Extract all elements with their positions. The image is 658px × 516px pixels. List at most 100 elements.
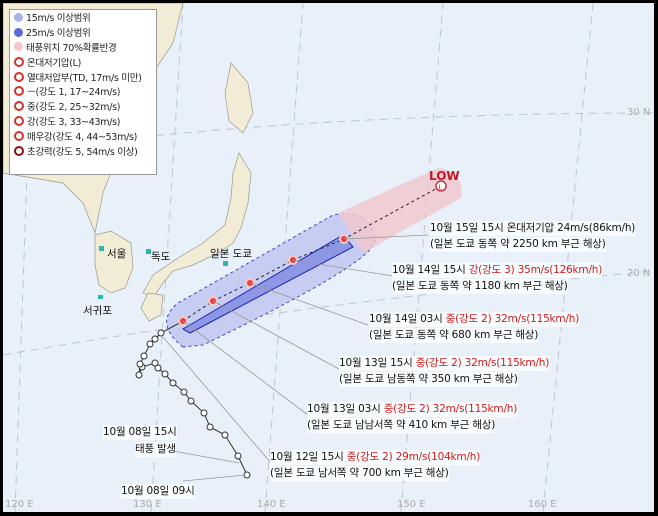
svg-text:L: L — [439, 184, 443, 192]
lon-label: 150 E — [397, 499, 426, 510]
forecast-location: (일본 도쿄 동쪽 약 1180 km 부근 해상) — [392, 279, 568, 294]
typhoon-weak-icon — [14, 86, 24, 97]
extratropical-low-icon — [14, 56, 24, 67]
genesis-note: 태풍 발생 — [135, 442, 176, 457]
japan-honshu — [142, 152, 252, 299]
forecast-location: (일본 도쿄 남남서쪽 약 410 km 부근 해상) — [307, 418, 496, 433]
forecast-points — [178, 234, 349, 326]
forecast-label: 10월 13일 15시 중(강도 2) 32m/s(115km/h) — [339, 356, 549, 371]
past-track-points — [135, 329, 251, 479]
legend-label: 온대저기압(L) — [27, 57, 82, 69]
low-label: LOW — [429, 169, 460, 183]
past-track-point — [146, 340, 154, 348]
lon-label: 160 E — [528, 499, 557, 510]
legend-item: 열대저압부(TD, 17m/s 미만) — [10, 69, 156, 84]
forecast-intensity: 중(강도 2) 32m/s(115km/h) — [445, 313, 580, 325]
past-track-point — [200, 409, 208, 417]
forecast-location: (일본 도쿄 남동쪽 약 350 km 부근 해상) — [339, 372, 518, 387]
forecast-intensity: 중(강도 2) 32m/s(115km/h) — [383, 403, 518, 415]
korea-peninsula — [94, 230, 134, 294]
lat-label: 20 N — [627, 268, 651, 279]
legend-label: 15m/s 이상범위 — [26, 13, 91, 25]
legend-label: 매우강(강도 4, 44~53m/s) — [27, 131, 138, 143]
past-track-point — [151, 359, 159, 367]
low-center-icon — [435, 180, 447, 192]
forecast-label: 10월 15일 15시 온대저기압 24m/s(86km/h) — [430, 221, 635, 236]
typhoon-very-strong-icon — [14, 130, 24, 141]
past-track-point — [206, 423, 214, 431]
forecast-label: 10월 12일 15시 중(강도 2) 29m/s(104km/h) — [270, 450, 480, 465]
past-track-point — [187, 397, 195, 405]
probability-radius-70 — [338, 168, 462, 253]
forecast-label: 10월 13일 03시 중(강도 2) 32m/s(115km/h) — [307, 402, 517, 417]
place-seoul: 서울 — [107, 248, 127, 260]
forecast-intensity: 강(강도 3) 35m/s(126km/h) — [468, 264, 603, 276]
legend-label: 열대저압부(TD, 17m/s 미만) — [27, 72, 142, 84]
forecast-time: 10월 13일 03시 — [307, 403, 381, 415]
first-observation-time: 10월 08일 09시 — [121, 484, 195, 499]
wind-25ms-area — [182, 234, 354, 334]
pink-circle-icon — [14, 42, 23, 52]
forecast-label: 10월 14일 03시 중(강도 2) 32m/s(115km/h) — [369, 312, 579, 327]
forecast-time: 10월 14일 03시 — [369, 313, 443, 325]
typhoon-super-strong-icon — [14, 145, 24, 156]
forecast-intensity: 온대저기압 24m/s(86km/h) — [506, 222, 636, 234]
lat-label: 30 N — [627, 107, 651, 118]
lon-label: 140 E — [257, 499, 286, 510]
legend-item: 온대저기압(L) — [10, 54, 156, 69]
forecast-location: (일본 도쿄 남서쪽 약 700 km 부근 해상) — [270, 466, 449, 481]
legend-item: 초강력(강도 5, 54m/s 이상) — [10, 143, 156, 158]
forecast-time: 10월 13일 15시 — [339, 357, 413, 369]
japan-hokkaido — [224, 62, 254, 134]
legend-label: ㅡ(강도 1, 17~24m/s) — [27, 87, 121, 99]
past-track-point — [135, 371, 143, 379]
legend-item: ㅡ(강도 1, 17~24m/s) — [10, 84, 156, 99]
past-track-point — [161, 370, 169, 378]
legend-label: 태풍위치 70%확률반경 — [26, 42, 117, 54]
place-tokyo: 일본 도쿄 — [210, 248, 252, 260]
forecast-location: (일본 도쿄 동쪽 약 680 km 부근 해상) — [369, 328, 539, 343]
place-markers — [98, 246, 228, 299]
legend-label: 25m/s 이상범위 — [26, 28, 91, 40]
past-track-point — [180, 388, 188, 396]
forecast-time: 10월 15일 15시 — [430, 222, 504, 234]
past-track-point — [169, 379, 177, 387]
legend-label: 초강력(강도 5, 54m/s 이상) — [27, 146, 138, 158]
past-track-point — [136, 360, 144, 368]
legend-item: 매우강(강도 4, 44~53m/s) — [10, 128, 156, 143]
legend-label: 중(강도 2, 25~32m/s) — [27, 102, 121, 114]
forecast-intensity: 중(강도 2) 32m/s(115km/h) — [415, 357, 550, 369]
label-leaders — [162, 234, 429, 482]
past-track-point — [234, 452, 242, 460]
forecast-location: (일본 도쿄 동쪽 약 2250 km 부근 해상) — [430, 237, 606, 252]
blue-light-circle-icon — [14, 12, 23, 22]
forecast-track — [182, 185, 442, 322]
japan-kyushu — [140, 292, 164, 322]
legend-item: 중(강도 2, 25~32m/s) — [10, 99, 156, 114]
lon-label: 120 E — [5, 499, 34, 510]
blue-circle-icon — [14, 27, 23, 37]
lon-label: 130 E — [133, 499, 162, 510]
past-track-point — [151, 335, 159, 343]
typhoon-strong-icon — [14, 115, 24, 126]
place-seogwipo: 서귀포 — [83, 305, 112, 317]
past-track-point — [221, 431, 229, 439]
legend-item: 15m/s 이상범위 — [10, 10, 156, 25]
forecast-time: 10월 12일 15시 — [270, 451, 344, 463]
forecast-intensity: 중(강도 2) 29m/s(104km/h) — [346, 451, 481, 463]
legend-item: 강(강도 3, 33~43m/s) — [10, 114, 156, 129]
past-track-point — [157, 329, 165, 337]
tropical-depression-icon — [14, 71, 24, 82]
forecast-time: 10월 14일 15시 — [392, 264, 466, 276]
genesis-time: 10월 08일 15시 — [103, 425, 177, 440]
legend-label: 강(강도 3, 33~43m/s) — [27, 116, 121, 128]
legend-item: 태풍위치 70%확률반경 — [10, 40, 156, 55]
past-track-point — [140, 352, 148, 360]
place-dokdo: 독도 — [151, 251, 171, 263]
legend-item: 25m/s 이상범위 — [10, 25, 156, 40]
forecast-label: 10월 14일 15시 강(강도 3) 35m/s(126km/h) — [392, 263, 602, 278]
typhoon-medium-icon — [14, 101, 24, 112]
